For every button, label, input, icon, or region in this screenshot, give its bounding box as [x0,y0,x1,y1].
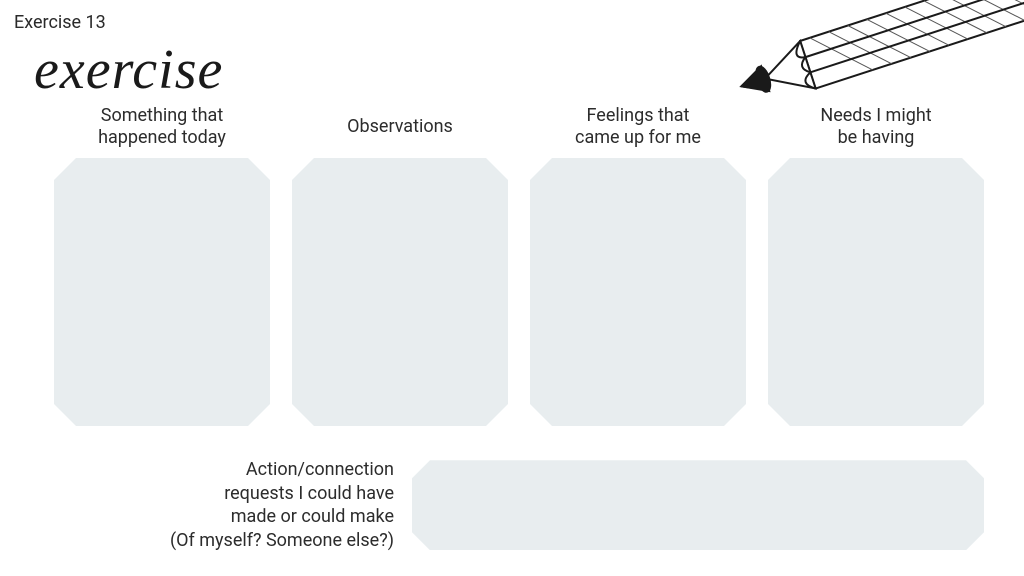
bottom-row: Action/connectionrequests I could havema… [54,458,984,552]
input-box-needs[interactable] [768,158,984,426]
column-4: Needs I mightbe having [768,102,984,426]
column-3: Feelings thatcame up for me [530,102,746,426]
input-box-observations[interactable] [292,158,508,426]
cursive-title: exercise [34,38,223,102]
column-header: Feelings thatcame up for me [575,102,701,152]
page-label: Exercise 13 [14,12,106,33]
columns-container: Something thathappened today Observation… [54,102,984,426]
column-header: Observations [347,102,453,152]
column-header: Something thathappened today [98,102,226,152]
input-box-happened[interactable] [54,158,270,426]
bottom-label: Action/connectionrequests I could havema… [54,458,394,552]
input-box-requests[interactable] [412,460,984,550]
column-2: Observations [292,102,508,426]
column-header: Needs I mightbe having [820,102,931,152]
input-box-feelings[interactable] [530,158,746,426]
column-1: Something thathappened today [54,102,270,426]
